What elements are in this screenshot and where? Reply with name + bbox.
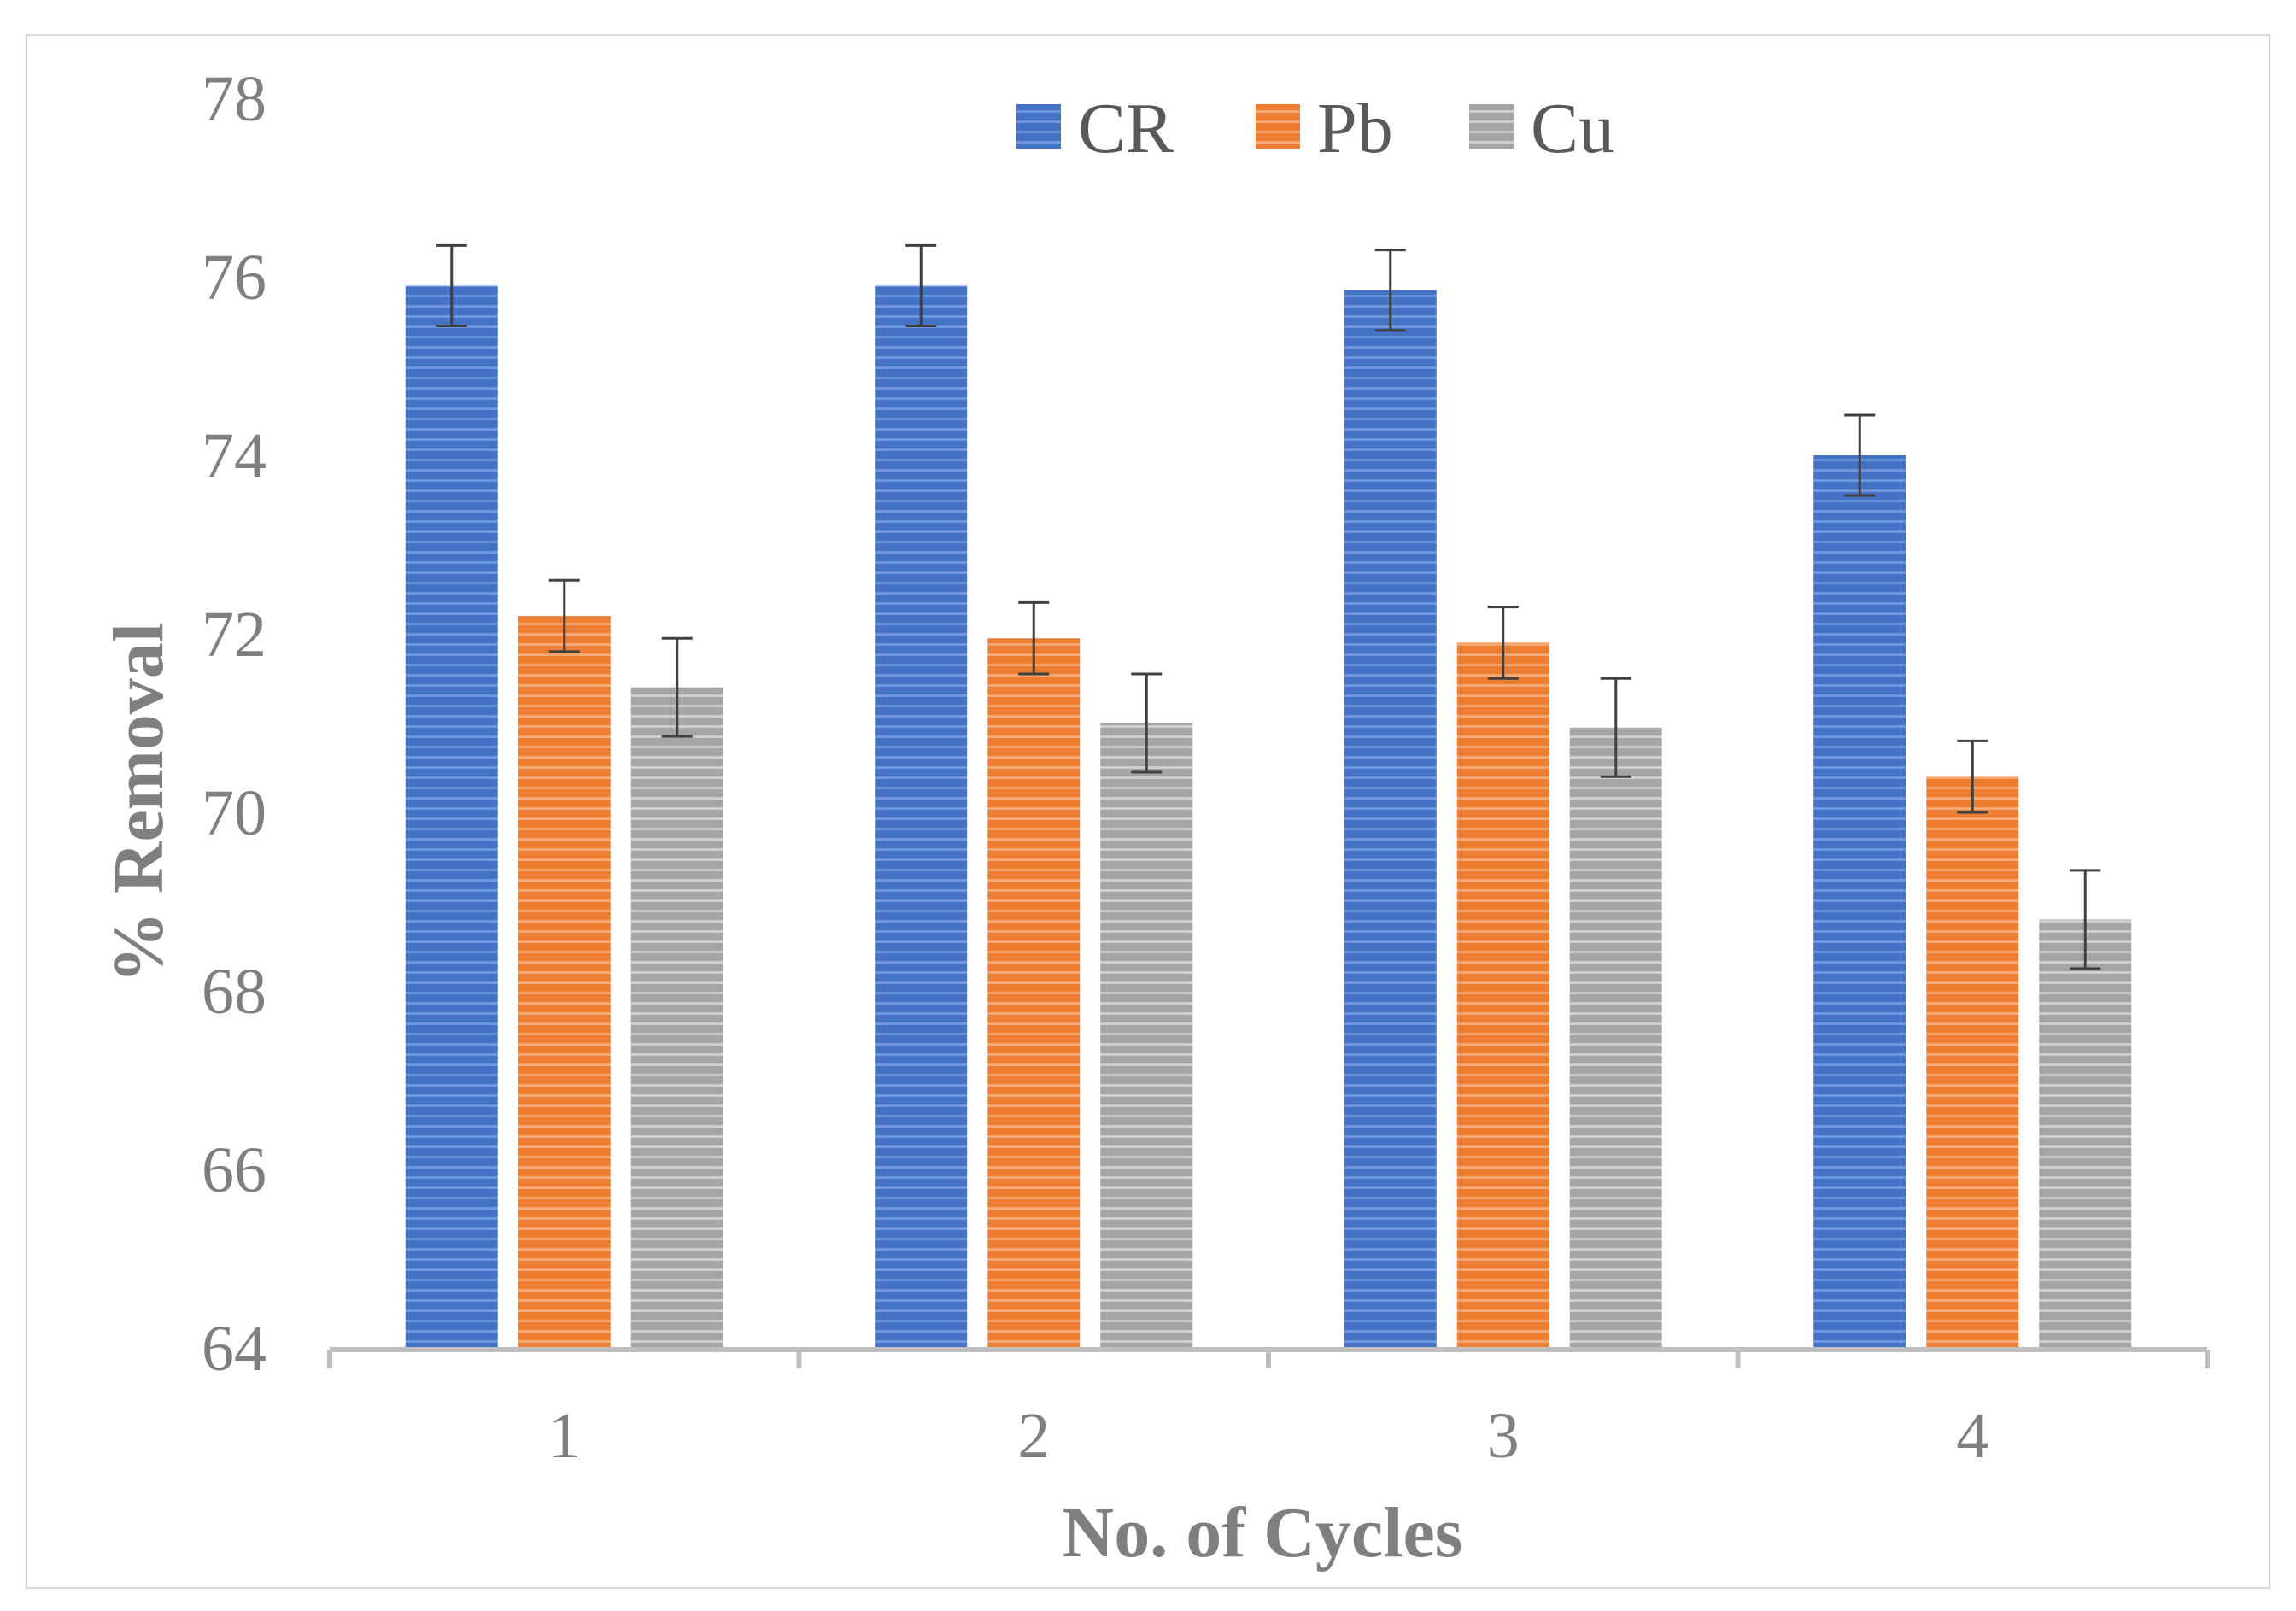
bar-cu-cycle-2	[1100, 723, 1193, 1348]
y-axis-title: % Removal	[99, 623, 179, 983]
y-tick-labels: 64 66 68 70 72 74 76 78	[202, 63, 266, 1385]
x-tick-label-2: 2	[1017, 1400, 1050, 1472]
bar-pb-cycle-3	[1456, 642, 1549, 1348]
bar-cu-cycle-1	[630, 687, 723, 1348]
legend-entry-cr: CR	[1016, 89, 1174, 168]
legend-entry-cu: Cu	[1469, 89, 1614, 168]
y-tick-label-78: 78	[202, 63, 266, 135]
error-bar-cr-cycle-2	[905, 243, 937, 327]
x-tick-label-4: 4	[1956, 1400, 1988, 1472]
bar-cu-cycle-3	[1569, 727, 1662, 1348]
error-bar-cr-cycle-3	[1374, 249, 1406, 332]
x-tick-label-3: 3	[1487, 1400, 1520, 1472]
error-bar-cu-cycle-1	[661, 636, 693, 738]
error-bar-pb-cycle-3	[1487, 606, 1519, 680]
x-axis	[327, 1347, 2210, 1368]
bar-cr-cycle-4	[1813, 455, 1906, 1348]
error-bar-cu-cycle-3	[1600, 677, 1631, 778]
y-tick-label-76: 76	[202, 242, 266, 313]
legend-entry-pb: Pb	[1256, 89, 1393, 168]
bar-cu-cycle-4	[2039, 919, 2132, 1348]
error-bar-cu-cycle-4	[2070, 869, 2101, 970]
y-tick-label-72: 72	[202, 599, 266, 671]
legend-label-cr: CR	[1078, 89, 1174, 168]
y-tick-label-74: 74	[202, 420, 266, 492]
error-bar-cu-cycle-2	[1131, 672, 1163, 774]
legend-swatch-cu	[1469, 104, 1514, 149]
legend-label-pb: Pb	[1317, 89, 1393, 168]
bar-pb-cycle-4	[1926, 776, 2019, 1348]
legend-swatch-pb	[1256, 104, 1300, 149]
bar-cr-cycle-1	[405, 285, 498, 1349]
bar-cr-cycle-2	[875, 285, 968, 1349]
error-bar-pb-cycle-4	[1957, 739, 1988, 814]
bar-pb-cycle-1	[518, 616, 611, 1348]
y-tick-label-66: 66	[202, 1134, 266, 1206]
error-bar-pb-cycle-1	[548, 578, 580, 653]
y-tick-label-64: 64	[202, 1313, 266, 1385]
bar-pb-cycle-2	[987, 638, 1081, 1348]
x-tick-labels: 1 2 3 4	[548, 1400, 1989, 1472]
legend: CR Pb Cu	[1016, 89, 1614, 168]
legend-swatch-cr	[1016, 104, 1061, 149]
error-bar-pb-cycle-2	[1018, 600, 1050, 676]
error-bar-cr-cycle-1	[436, 243, 467, 327]
bar-cr-cycle-3	[1344, 290, 1437, 1348]
legend-label-cu: Cu	[1531, 89, 1614, 168]
y-tick-label-70: 70	[202, 777, 266, 849]
y-tick-label-68: 68	[202, 956, 266, 1028]
bars	[405, 285, 2132, 1349]
x-axis-title: No. of Cycles	[1063, 1493, 1463, 1573]
error-bars	[436, 243, 2101, 970]
error-bar-cr-cycle-4	[1844, 413, 1876, 497]
x-tick-label-1: 1	[548, 1400, 581, 1472]
